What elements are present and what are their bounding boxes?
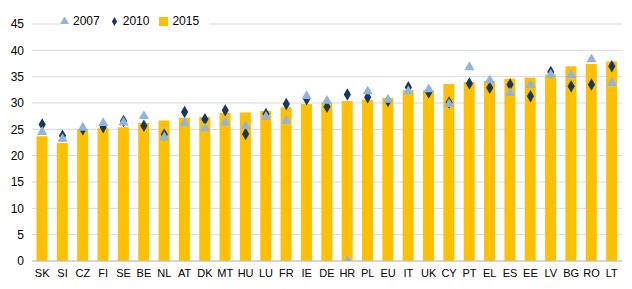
svg-text:UK: UK bbox=[421, 267, 437, 279]
svg-text:SI: SI bbox=[57, 267, 67, 279]
svg-text:HR: HR bbox=[339, 267, 355, 279]
svg-text:LT: LT bbox=[606, 267, 618, 279]
svg-text:CZ: CZ bbox=[76, 267, 91, 279]
svg-text:EL: EL bbox=[483, 267, 496, 279]
svg-text:IT: IT bbox=[403, 267, 413, 279]
svg-text:20: 20 bbox=[11, 149, 25, 163]
svg-text:LV: LV bbox=[544, 267, 557, 279]
svg-text:BE: BE bbox=[137, 267, 152, 279]
svg-text:BG: BG bbox=[563, 267, 579, 279]
svg-text:IE: IE bbox=[301, 267, 311, 279]
svg-text:DE: DE bbox=[319, 267, 334, 279]
svg-text:AT: AT bbox=[178, 267, 192, 279]
svg-text:PL: PL bbox=[361, 267, 374, 279]
svg-text:RO: RO bbox=[583, 267, 600, 279]
svg-text:MT: MT bbox=[217, 267, 233, 279]
html-text:2007: 2007 bbox=[73, 14, 100, 28]
svg-text:0: 0 bbox=[17, 254, 24, 268]
svg-text:FR: FR bbox=[279, 267, 294, 279]
svg-text:25: 25 bbox=[11, 123, 25, 137]
svg-text:40: 40 bbox=[11, 44, 25, 58]
svg-text:LU: LU bbox=[259, 267, 273, 279]
svg-text:NL: NL bbox=[157, 267, 171, 279]
svg-text:EU: EU bbox=[380, 267, 395, 279]
svg-text:CY: CY bbox=[441, 267, 457, 279]
svg-text:DK: DK bbox=[197, 267, 213, 279]
html-text:2015: 2015 bbox=[172, 14, 200, 28]
svg-text:PT: PT bbox=[462, 267, 476, 279]
svg-text:ES: ES bbox=[503, 267, 518, 279]
svg-text:15: 15 bbox=[11, 175, 25, 189]
svg-text:45: 45 bbox=[11, 17, 25, 31]
svg-text:30: 30 bbox=[11, 96, 25, 110]
svg-text:SK: SK bbox=[35, 267, 50, 279]
html-text:2010: 2010 bbox=[122, 14, 150, 28]
svg-text:10: 10 bbox=[11, 202, 25, 216]
svg-text:SE: SE bbox=[116, 267, 131, 279]
svg-text:5: 5 bbox=[17, 228, 24, 242]
svg-text:HU: HU bbox=[238, 267, 254, 279]
svg-text:FI: FI bbox=[98, 267, 108, 279]
svg-text:EE: EE bbox=[523, 267, 538, 279]
svg-text:35: 35 bbox=[11, 70, 25, 84]
